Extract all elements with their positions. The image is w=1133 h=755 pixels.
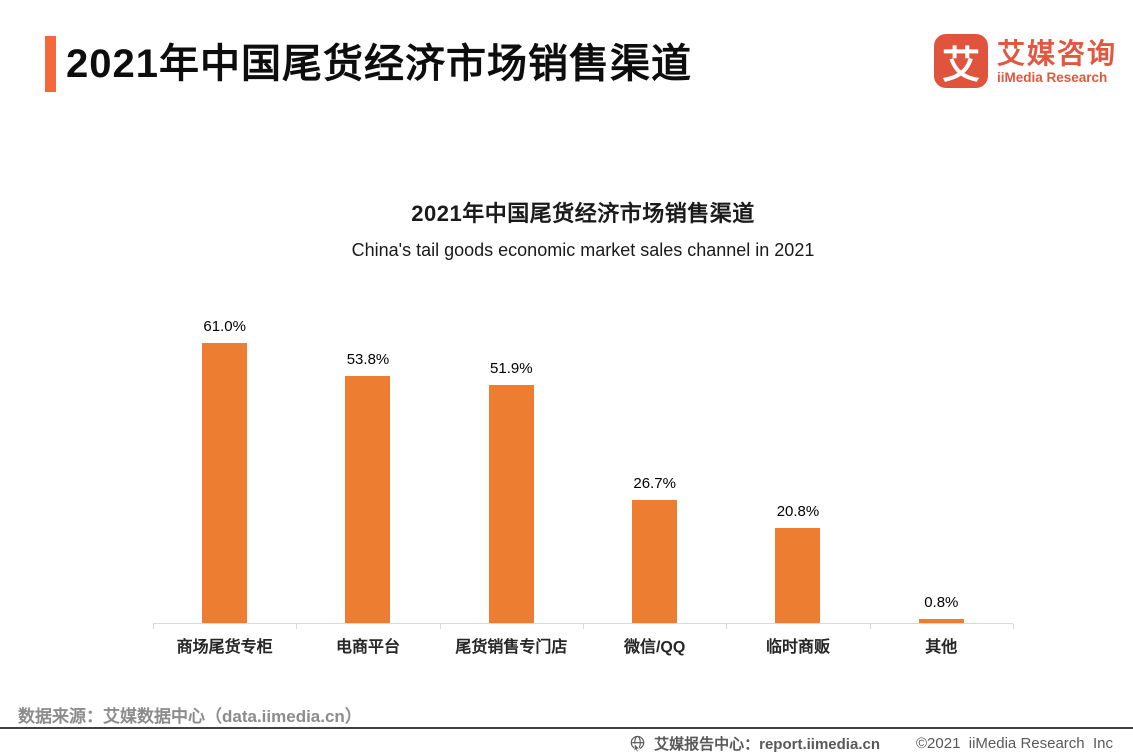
bar-column: 51.9% 尾货销售专门店 (440, 300, 583, 656)
bar-value-label: 53.8% (346, 351, 390, 368)
bar (488, 385, 534, 623)
category-label: 电商平台 (335, 639, 400, 656)
bar-value-label: 26.7% (633, 475, 676, 492)
bar-column: 53.8% 电商平台 (296, 300, 439, 656)
x-axis-line (153, 623, 1013, 624)
bar (775, 528, 821, 623)
bar-column: 26.7% 微信/QQ (583, 300, 726, 656)
bar-value-label: 0.8% (924, 594, 959, 611)
bar-value-label: 20.8% (776, 503, 820, 520)
axis-tick (296, 624, 298, 629)
bar (345, 376, 391, 623)
logo-text: 艾媒咨询 iiMedia Research (997, 37, 1117, 86)
bar-value-label: 61.0% (203, 318, 246, 335)
bar-column: 20.8% 临时商贩 (726, 300, 869, 656)
page-title: 2021年中国尾货经济市场销售渠道 (66, 42, 692, 86)
axis-tick (726, 624, 728, 629)
category-label: 临时商贩 (765, 639, 830, 656)
plot-area: 61.0% 商场尾货专柜 53.8% 电商平台 51.9% 尾货销售专门店 26.7% 微信/… (153, 300, 1014, 656)
bar (632, 500, 678, 623)
bar-column: 61.0% 商场尾货专柜 (153, 300, 296, 656)
iimedia-logo-icon: 艾 (933, 34, 988, 88)
header: 2021年中国尾货经济市场销售渠道 (45, 36, 692, 92)
footer-divider (0, 727, 1133, 729)
bar-value-label: 51.9% (490, 360, 533, 377)
logo-name-en: iiMedia Research (996, 69, 1108, 85)
bar (918, 619, 964, 623)
axis-tick (1013, 624, 1014, 629)
bar-column: 0.8% 其他 (870, 300, 1013, 656)
logo-name-cn: 艾媒咨询 (996, 37, 1117, 69)
chart-title: 2021年中国尾货经济市场销售渠道 (411, 201, 755, 226)
globe-cursor-icon (629, 735, 646, 752)
chart-subtitle: China's tail goods economic market sales… (351, 240, 815, 260)
accent-bar (45, 36, 56, 92)
axis-tick (439, 624, 441, 629)
axis-tick (869, 624, 871, 629)
category-label: 尾货销售专门店 (455, 639, 568, 656)
iimedia-logo: 艾 艾媒咨询 iiMedia Research (933, 34, 1117, 88)
report-center-text: 艾媒报告中心：report.iimedia.cn (654, 736, 880, 753)
category-label: 其他 (925, 639, 958, 656)
footer-bar: 艾媒报告中心：report.iimedia.cn ©2021 iiMedia R… (629, 733, 1113, 754)
data-source-note: 数据来源：艾媒数据中心（data.iimedia.cn） (18, 707, 362, 726)
category-label: 商场尾货专柜 (176, 639, 273, 656)
chart-header: 2021年中国尾货经济市场销售渠道 China's tail goods eco… (153, 196, 1013, 261)
bar (202, 343, 248, 623)
axis-tick (153, 624, 154, 629)
category-label: 微信/QQ (623, 639, 686, 656)
axis-tick (583, 624, 584, 629)
copyright-text: ©2021 iiMedia Research Inc (916, 735, 1113, 752)
